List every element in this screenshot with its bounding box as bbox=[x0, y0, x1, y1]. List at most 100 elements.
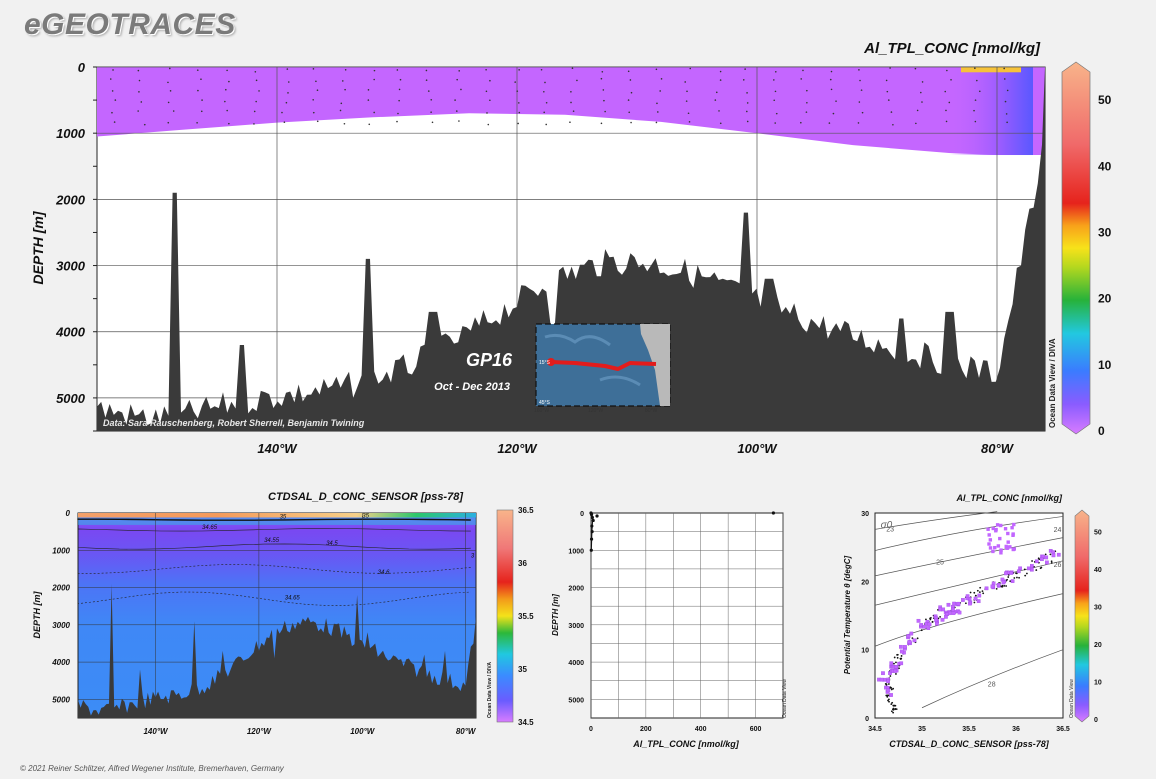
salinity-contour-line bbox=[77, 543, 471, 550]
ts-ytick-label: 10 bbox=[861, 648, 869, 655]
ts-point bbox=[893, 656, 896, 659]
ts-al-point bbox=[899, 649, 904, 654]
main-sample-dot bbox=[1006, 89, 1009, 92]
main-sample-dot bbox=[287, 92, 289, 94]
salinity-contour-label: 34.6 bbox=[378, 570, 390, 576]
main-sample-dot bbox=[312, 111, 315, 114]
ts-isopycnal bbox=[874, 560, 1064, 606]
main-sample-dot bbox=[167, 81, 169, 84]
main-sample-dot bbox=[225, 88, 227, 91]
ts-point bbox=[916, 637, 919, 640]
main-sample-dot bbox=[517, 102, 520, 104]
main-sample-dot bbox=[719, 122, 722, 125]
main-sample-dot bbox=[287, 81, 290, 83]
main-ytick-label: 1000 bbox=[56, 126, 86, 141]
ts-al-point bbox=[999, 548, 1003, 552]
profile-ylabel: DEPTH [m] bbox=[551, 594, 560, 636]
ts-al-point bbox=[1034, 559, 1039, 564]
main-colorbar-label: 10 bbox=[1098, 358, 1112, 372]
main-sample-dot bbox=[344, 69, 347, 71]
main-sample-dot bbox=[167, 101, 170, 104]
inset-lon-120w: 120°W bbox=[588, 408, 603, 414]
main-sample-dot bbox=[773, 99, 776, 102]
ts-point bbox=[1024, 574, 1027, 577]
ts-isopycnal bbox=[874, 516, 1064, 551]
main-sample-dot bbox=[455, 110, 458, 112]
main-sample-dot bbox=[715, 91, 718, 94]
main-sample-dot bbox=[431, 121, 434, 124]
main-sample-dot bbox=[286, 68, 289, 70]
main-sample-dot bbox=[806, 101, 808, 104]
ts-al-point bbox=[968, 601, 972, 606]
main-sample-dot bbox=[427, 90, 430, 92]
ts-al-point bbox=[952, 601, 956, 606]
main-sample-dot bbox=[373, 69, 376, 72]
main-sample-dot bbox=[719, 79, 722, 81]
main-sample-dot bbox=[744, 68, 746, 70]
ts-al-point bbox=[1009, 571, 1013, 575]
ts-xlabel: CTDSAL_D_CONC_SENSOR [pss-78] bbox=[889, 739, 1050, 749]
salinity-data-layer: 34.65 35 34.55 34.5 34.6 34.65 35 3 bbox=[77, 512, 477, 719]
main-sample-dot bbox=[1003, 67, 1005, 70]
ts-point bbox=[1026, 572, 1028, 575]
ts-point bbox=[978, 591, 981, 593]
main-sample-dot bbox=[430, 98, 433, 101]
main-sample-dot bbox=[518, 69, 520, 71]
main-sample-dot bbox=[226, 109, 228, 112]
main-sample-dot bbox=[109, 78, 112, 80]
ts-isopycnal-label: 28 bbox=[988, 682, 996, 689]
ts-point bbox=[974, 594, 977, 597]
main-data-layer bbox=[93, 66, 1045, 432]
main-sample-dot bbox=[316, 89, 319, 92]
main-sample-dot bbox=[861, 111, 864, 114]
salinity-ytick-label: 4000 bbox=[51, 658, 70, 667]
main-sample-dot bbox=[200, 110, 203, 113]
main-section-chart: Al_TPL_CONC [nmol/kg] DEPTH [m] Data: Sa… bbox=[30, 40, 1112, 456]
ts-point bbox=[1007, 576, 1010, 578]
profile-xlabel: Al_TPL_CONC [nmol/kg] bbox=[632, 739, 740, 749]
ts-al-point bbox=[999, 523, 1003, 528]
ts-al-point bbox=[1056, 552, 1061, 557]
main-sample-dot bbox=[945, 109, 947, 112]
main-sample-dot bbox=[312, 98, 314, 101]
ts-al-point bbox=[946, 602, 951, 607]
main-sample-dot bbox=[601, 71, 604, 73]
profile-ytick-label: 3000 bbox=[568, 623, 584, 630]
ts-point bbox=[979, 586, 982, 589]
salinity-contour-label: 34.65 bbox=[202, 525, 218, 531]
main-ytick-label: 0 bbox=[78, 60, 86, 75]
main-sample-dot bbox=[540, 68, 543, 71]
ts-point bbox=[1016, 576, 1018, 579]
main-sample-dot bbox=[397, 112, 399, 115]
salinity-ytick-label: 0 bbox=[66, 509, 71, 518]
ts-point bbox=[887, 683, 890, 685]
profile-chart: DEPTH [m] Al_TPL_CONC [nmol/kg] Ocean Da… bbox=[551, 511, 788, 749]
ts-isopycnal-label: 25 bbox=[936, 559, 944, 566]
main-sample-dot bbox=[224, 100, 226, 103]
ts-al-point bbox=[889, 661, 894, 666]
ts-al-point bbox=[1003, 527, 1008, 531]
ts-point bbox=[890, 710, 893, 713]
main-sample-dot bbox=[719, 70, 722, 73]
ts-ytick-label: 20 bbox=[861, 579, 869, 586]
salinity-xtick-label: 140°W bbox=[143, 727, 169, 736]
ts-al-point bbox=[922, 624, 927, 629]
salinity-colorbar-label: 36.5 bbox=[518, 506, 534, 515]
main-sample-dot bbox=[746, 102, 749, 104]
ts-al-point bbox=[1029, 564, 1034, 568]
main-sample-dot bbox=[196, 122, 198, 124]
ts-al-point bbox=[996, 583, 1001, 587]
ts-colorbar-label: 50 bbox=[1094, 530, 1102, 537]
main-sample-dot bbox=[974, 67, 976, 70]
profile-point bbox=[771, 511, 775, 515]
ts-point bbox=[1023, 568, 1026, 571]
main-sample-dot bbox=[602, 89, 605, 91]
main-watermark: Ocean Data View / DIVA bbox=[1048, 338, 1057, 428]
main-sample-dot bbox=[604, 110, 606, 113]
ts-xtick-label: 35.5 bbox=[962, 726, 976, 733]
ts-al-point bbox=[899, 644, 903, 649]
ts-al-point bbox=[909, 631, 914, 636]
salinity-ytick-label: 1000 bbox=[52, 546, 70, 555]
main-sample-dot bbox=[569, 121, 571, 123]
main-ytick-label: 2000 bbox=[55, 192, 86, 207]
